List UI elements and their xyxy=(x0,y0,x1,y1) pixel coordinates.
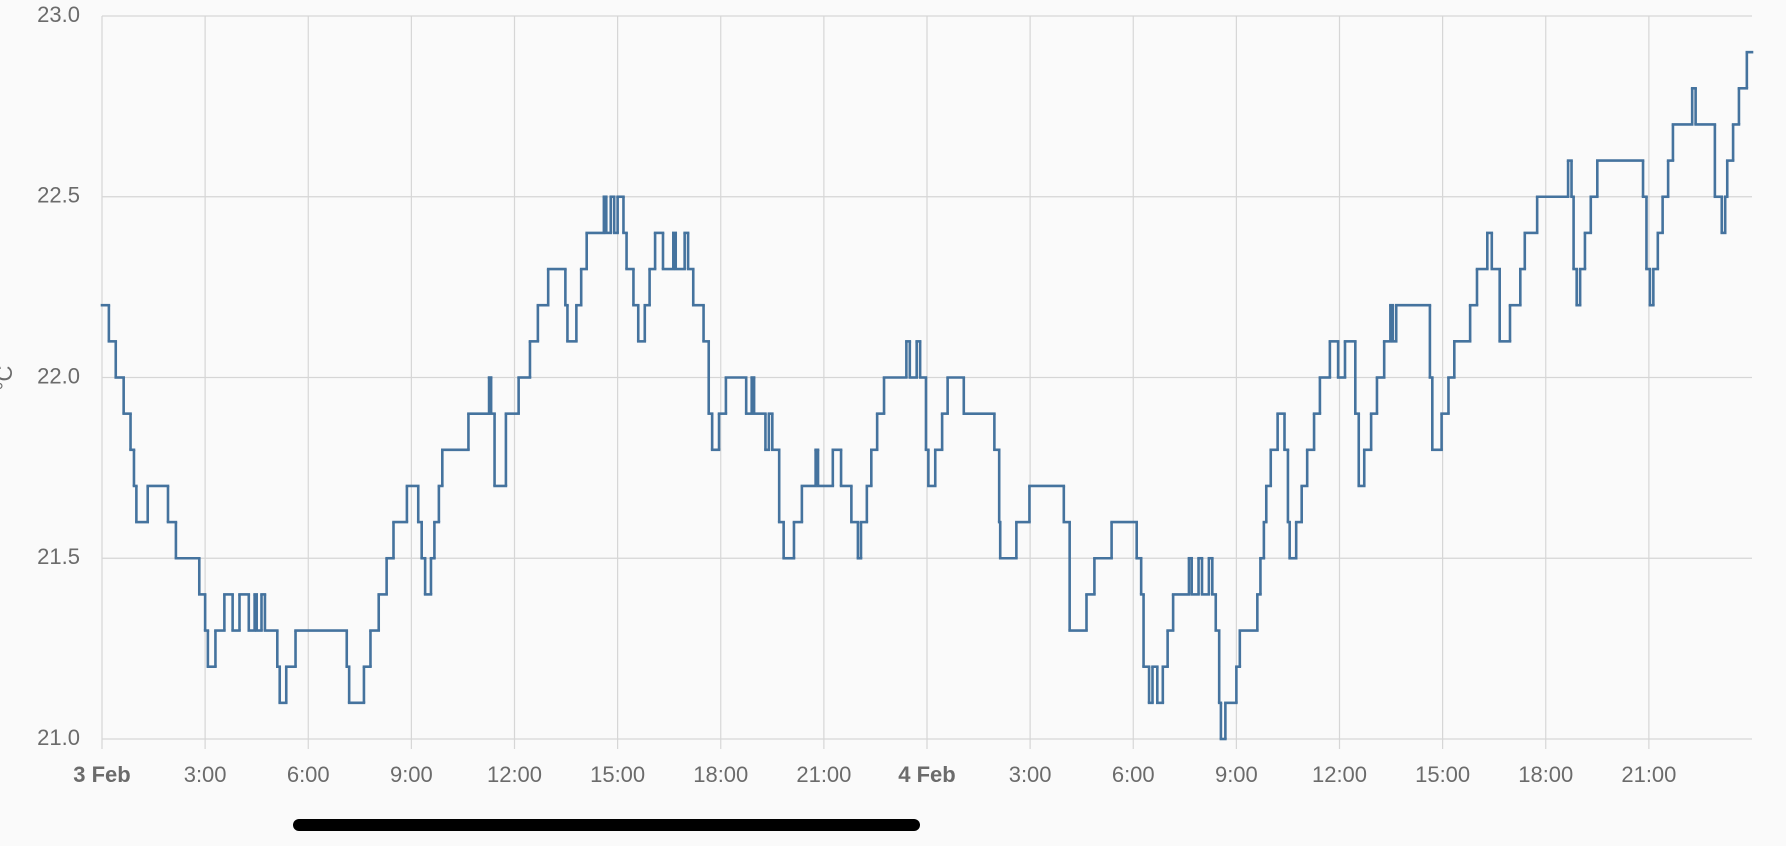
x-tick-label: 15:00 xyxy=(590,762,645,787)
x-tick-label: 12:00 xyxy=(487,762,542,787)
x-tick-label: 4 Feb xyxy=(898,762,955,787)
y-tick-label: 21.0 xyxy=(37,725,80,750)
x-tick-label: 3 Feb xyxy=(73,762,130,787)
x-tick-label: 12:00 xyxy=(1312,762,1367,787)
x-tick-label: 21:00 xyxy=(1621,762,1676,787)
x-tick-label: 6:00 xyxy=(1112,762,1155,787)
y-tick-label: 22.0 xyxy=(37,363,80,388)
y-tick-label: 22.5 xyxy=(37,183,80,208)
x-tick-label: 9:00 xyxy=(390,762,433,787)
x-tick-label: 9:00 xyxy=(1215,762,1258,787)
x-tick-label: 21:00 xyxy=(796,762,851,787)
step-riser xyxy=(107,52,1749,739)
x-tick-label: 3:00 xyxy=(184,762,227,787)
x-tick-label: 3:00 xyxy=(1009,762,1052,787)
y-axis-label: °C xyxy=(0,366,17,391)
x-tick-label: 6:00 xyxy=(287,762,330,787)
x-tick-label: 18:00 xyxy=(1518,762,1573,787)
y-tick-label: 21.5 xyxy=(37,544,80,569)
scroll-indicator xyxy=(293,819,920,831)
x-tick-label: 18:00 xyxy=(693,762,748,787)
x-tick-label: 15:00 xyxy=(1415,762,1470,787)
y-tick-label: 23.0 xyxy=(37,2,80,27)
